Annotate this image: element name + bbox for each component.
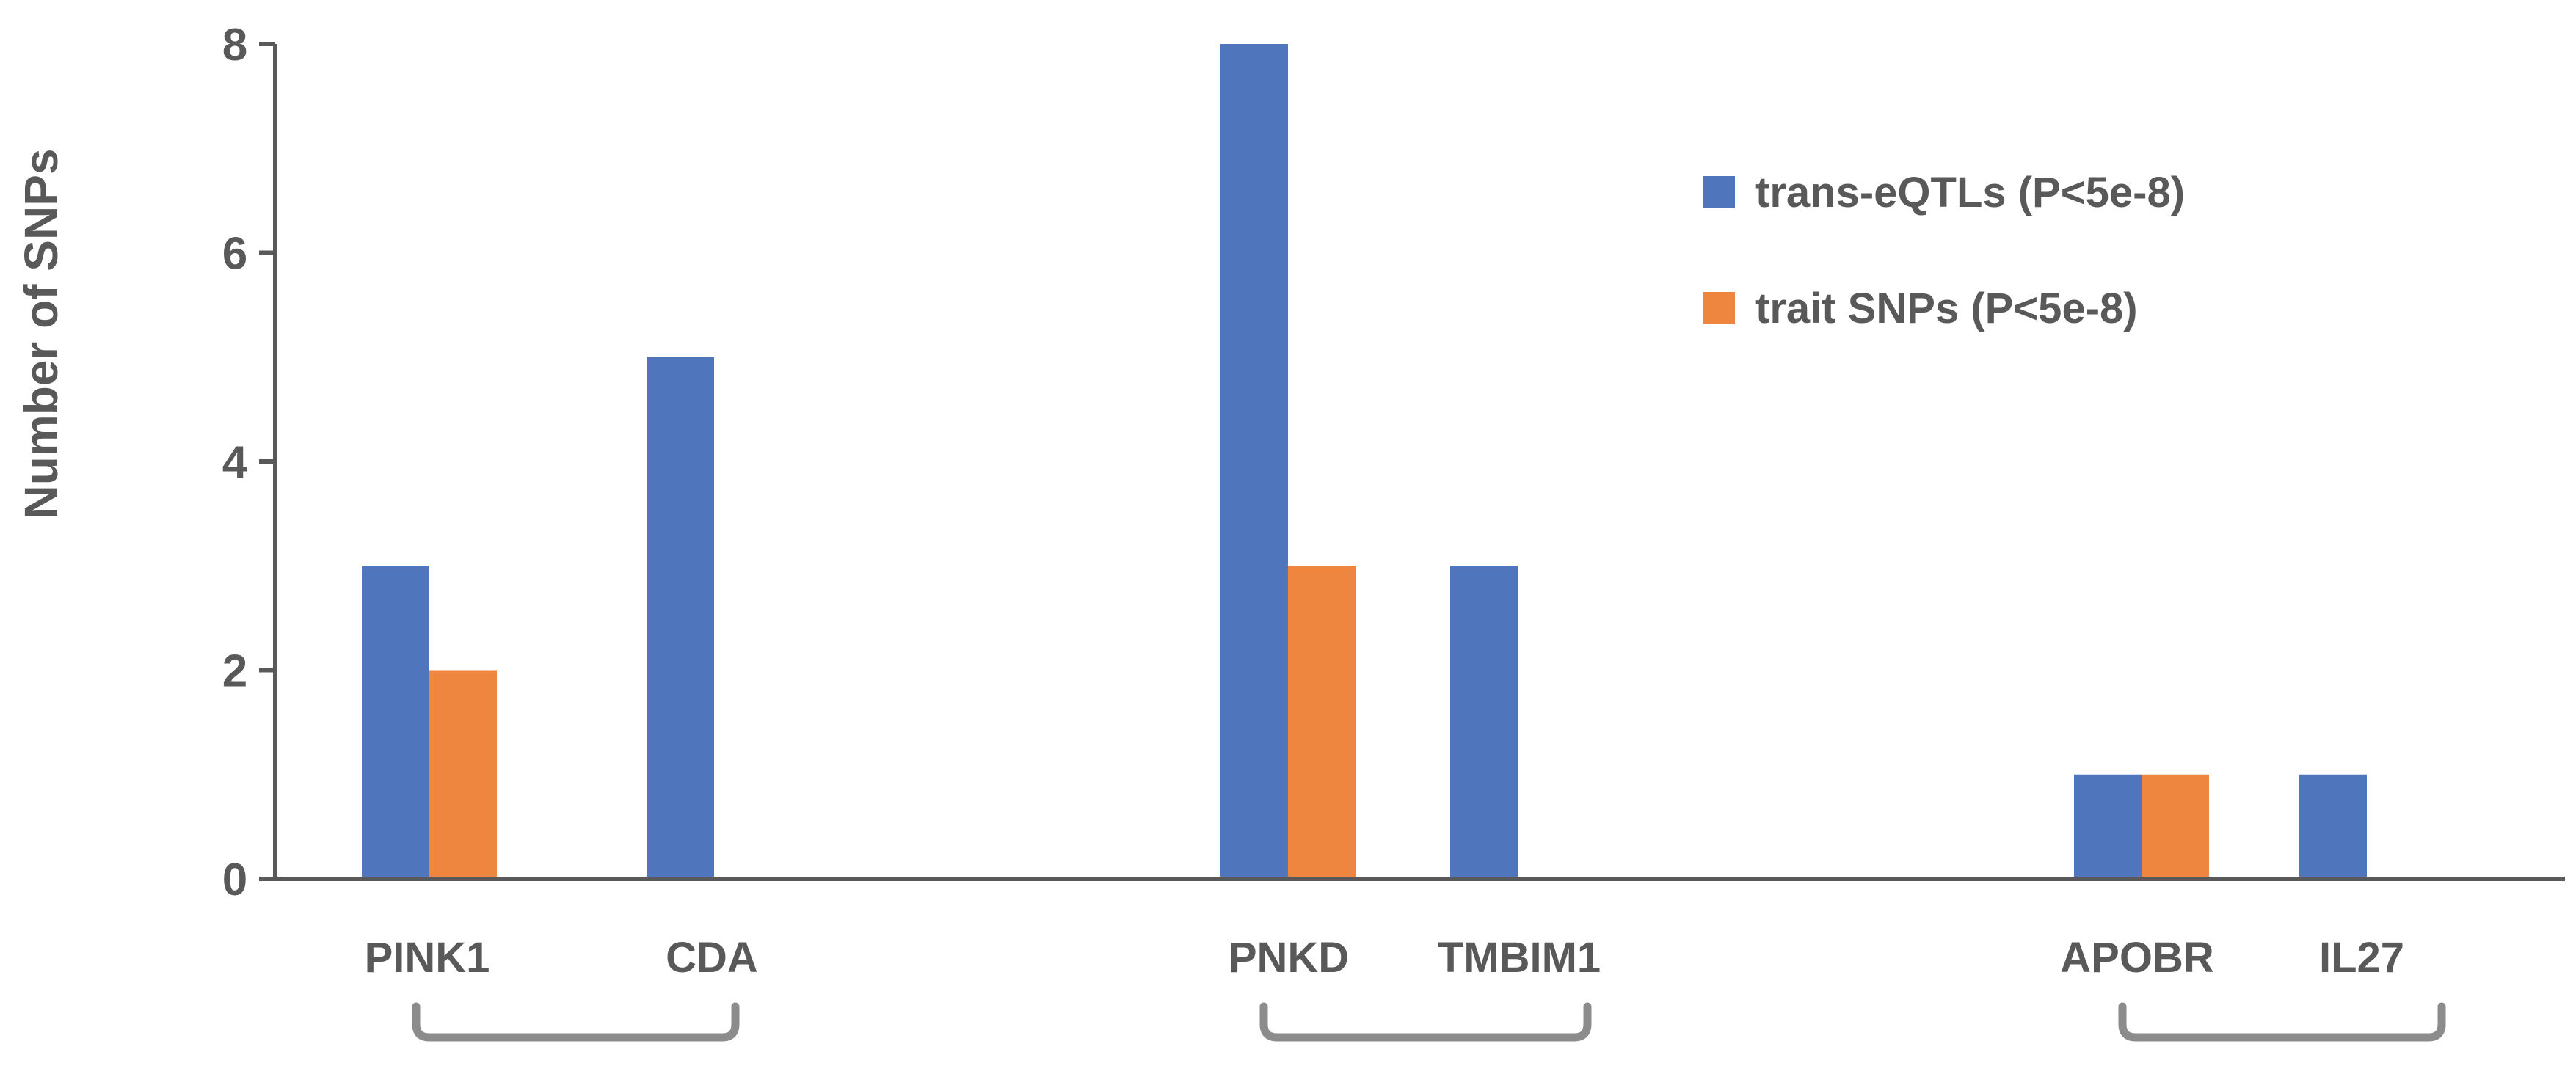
- bar-trait-snps-apobr: [2142, 774, 2209, 879]
- x-tick-label: PINK1: [365, 934, 490, 982]
- group-bracket: [1259, 1002, 1592, 1042]
- bar-trans-eqtls-apobr: [2074, 774, 2142, 879]
- x-axis: PINK1 CDA PNKD TMBIM1 APOBR IL27: [275, 877, 2565, 982]
- bar-trans-eqtls-il27: [2299, 774, 2367, 879]
- bar-trans-eqtls-pink1: [362, 566, 429, 879]
- bars: [362, 44, 2367, 879]
- legend-swatch: [1703, 176, 1735, 208]
- group-brackets: [412, 1002, 2446, 1042]
- y-tick-label: 2: [222, 646, 247, 697]
- x-tick-label: IL27: [2319, 934, 2404, 982]
- group-bracket: [2118, 1002, 2446, 1042]
- bar-trans-eqtls-tmbim1: [1450, 566, 1518, 879]
- y-tick-label: 4: [222, 437, 248, 488]
- x-tick-label: APOBR: [2060, 934, 2213, 982]
- legend-label: trait SNPs (P<5e-8): [1755, 285, 2138, 332]
- bar-trans-eqtls-pnkd: [1220, 44, 1288, 879]
- y-axis: 0 2 4 6 8: [222, 20, 277, 905]
- bar-trait-snps-pnkd: [1288, 566, 1356, 879]
- group-bracket: [412, 1002, 740, 1042]
- y-tick-label: 8: [222, 20, 247, 70]
- legend: trans-eQTLs (P<5e-8) trait SNPs (P<5e-8): [1703, 169, 2185, 332]
- y-axis-title: Number of SNPs: [15, 149, 68, 519]
- y-tick-label: 6: [222, 229, 247, 280]
- bar-trans-eqtls-cda: [647, 357, 714, 879]
- bar-trait-snps-pink1: [429, 670, 497, 879]
- x-tick-label: TMBIM1: [1438, 934, 1601, 982]
- x-tick-label: PNKD: [1229, 934, 1349, 982]
- legend-label: trans-eQTLs (P<5e-8): [1755, 169, 2185, 216]
- x-tick-label: CDA: [666, 934, 758, 982]
- y-tick-label: 0: [222, 855, 247, 905]
- legend-swatch: [1703, 292, 1735, 324]
